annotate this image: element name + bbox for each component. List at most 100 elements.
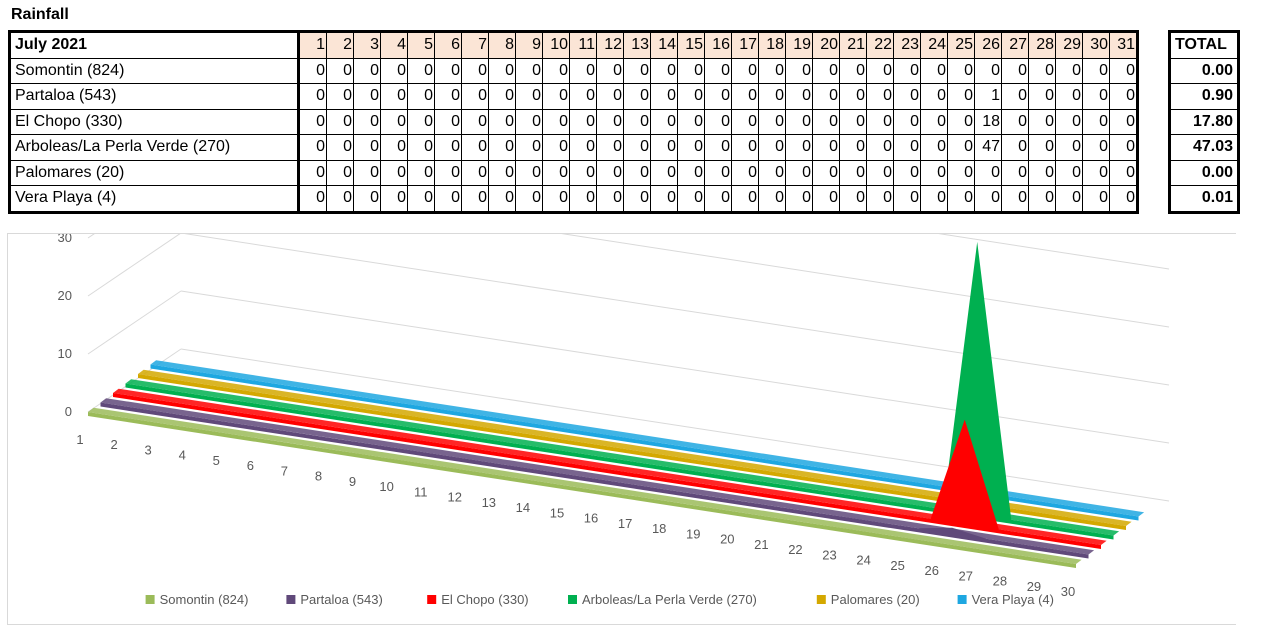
rainfall-cell: 0 [866,108,894,135]
rainfall-cell: 0 [488,134,516,161]
x-tick-label: 28 [993,574,1007,589]
day-header: 31 [1109,30,1139,59]
day-header: 26 [974,30,1002,59]
y-tick-label: 0 [65,404,72,419]
table-header-row: July 2021 1 2 3 4 5 6 7 8 9 10 11 12 13 14 15 16 17 18 19 20… [8,30,1139,59]
rainfall-cell: 0 [596,57,624,84]
y-tick-label: 20 [58,288,72,303]
rainfall-cell: 0 [785,57,813,84]
rainfall-cell: 0 [569,159,597,186]
rainfall-cell: 0 [488,185,516,214]
rainfall-cell: 0 [812,83,840,110]
table-row: Palomares (20) 0 0 0 0 0 0 0 0 0 0 0 0 0 0 0 0 0 0 0 0 0 0 0 0 0 0… [8,159,1139,186]
day-header: 4 [380,30,408,59]
day-header: 3 [353,30,381,59]
rainfall-cell: 0 [704,185,732,214]
rainfall-cell: 0 [704,57,732,84]
x-tick-label: 11 [414,484,428,499]
rainfall-cell: 0 [380,159,408,186]
day-header: 2 [326,30,354,59]
rainfall-cell: 0 [407,134,435,161]
rainfall-cell: 0 [1109,83,1139,110]
rainfall-cell: 0 [326,108,354,135]
rainfall-cell: 0 [542,134,570,161]
rainfall-cell: 0 [812,108,840,135]
rainfall-cell: 0 [731,83,759,110]
rainfall-cell: 0 [515,185,543,214]
station-name: Arboleas/La Perla Verde (270) [8,134,300,161]
rainfall-cell: 0 [542,57,570,84]
rainfall-cell: 0 [785,159,813,186]
rainfall-cell: 0 [920,134,948,161]
series-ribbon-top [113,388,1107,545]
legend-swatch [568,595,577,604]
legend-label: Arboleas/La Perla Verde (270) [582,592,757,607]
x-tick-label: 24 [856,553,870,568]
rainfall-cell: 0 [758,57,786,84]
x-tick-label: 4 [179,448,186,463]
page-title: Rainfall [11,6,69,23]
series-ribbon-top [125,379,1120,536]
rainfall-cell: 0 [839,108,867,135]
rainfall-cell: 0 [326,57,354,84]
rainfall-cell: 0 [515,108,543,135]
totals-row: 0.90 [1168,83,1240,110]
legend-swatch [816,595,826,604]
rainfall-cell: 0 [1055,159,1083,186]
total-value: 0.00 [1168,57,1240,84]
rainfall-cell: 0 [920,108,948,135]
rainfall-cell: 0 [920,83,948,110]
total-value: 47.03 [1168,134,1240,161]
gridline [180,174,1170,328]
rainfall-cell: 0 [326,134,354,161]
series-ribbon-top [100,398,1095,555]
x-tick-label: 5 [213,453,220,468]
rainfall-cell: 0 [731,159,759,186]
rainfall-cell: 0 [758,159,786,186]
month-label: July 2021 [8,30,300,59]
legend-label: Somontin (824) [160,592,249,607]
rainfall-cell: 0 [461,134,489,161]
rainfall-cell: 0 [1082,185,1110,214]
rainfall-cell: 0 [1028,83,1056,110]
rainfall-cell: 0 [353,134,381,161]
rainfall-cell: 0 [839,83,867,110]
rainfall-cell: 0 [407,108,435,135]
x-tick-label: 16 [584,511,598,526]
rainfall-cell: 0 [515,83,543,110]
rainfall-cell: 0 [947,57,975,84]
rainfall-cell: 0 [650,57,678,84]
rainfall-cell: 0 [731,57,759,84]
day-header: 24 [920,30,948,59]
series-ribbon-top [150,360,1145,517]
rainfall-cell: 0 [434,108,462,135]
rainfall-cell: 0 [1109,57,1139,84]
rainfall-cell: 0 [1001,108,1029,135]
x-tick-label: 13 [482,495,496,510]
legend-swatch [957,595,967,604]
rainfall-cell: 0 [1109,134,1139,161]
rainfall-cell: 0 [677,83,705,110]
gridline [180,290,1170,444]
x-tick-label: 18 [652,521,666,536]
rainfall-cell: 0 [596,108,624,135]
x-tick-label: 20 [720,532,734,547]
rainfall-cell: 0 [920,185,948,214]
rainfall-cell: 0 [380,83,408,110]
rainfall-cell: 0 [569,57,597,84]
rainfall-cell: 0 [866,83,894,110]
x-tick-label: 26 [924,563,938,578]
rainfall-cell: 0 [353,159,381,186]
x-tick-label: 3 [145,442,152,457]
rainfall-cell: 0 [353,83,381,110]
series-area [88,412,1076,568]
x-tick-label: 17 [618,516,632,531]
rainfall-cell: 0 [1001,185,1029,214]
rainfall-cell: 0 [1082,57,1110,84]
total-value: 0.01 [1168,185,1240,214]
rainfall-cell: 0 [785,83,813,110]
rainfall-cell: 0 [407,57,435,84]
rainfall-cell: 0 [569,83,597,110]
day-header: 8 [488,30,516,59]
rainfall-cell: 0 [1082,159,1110,186]
